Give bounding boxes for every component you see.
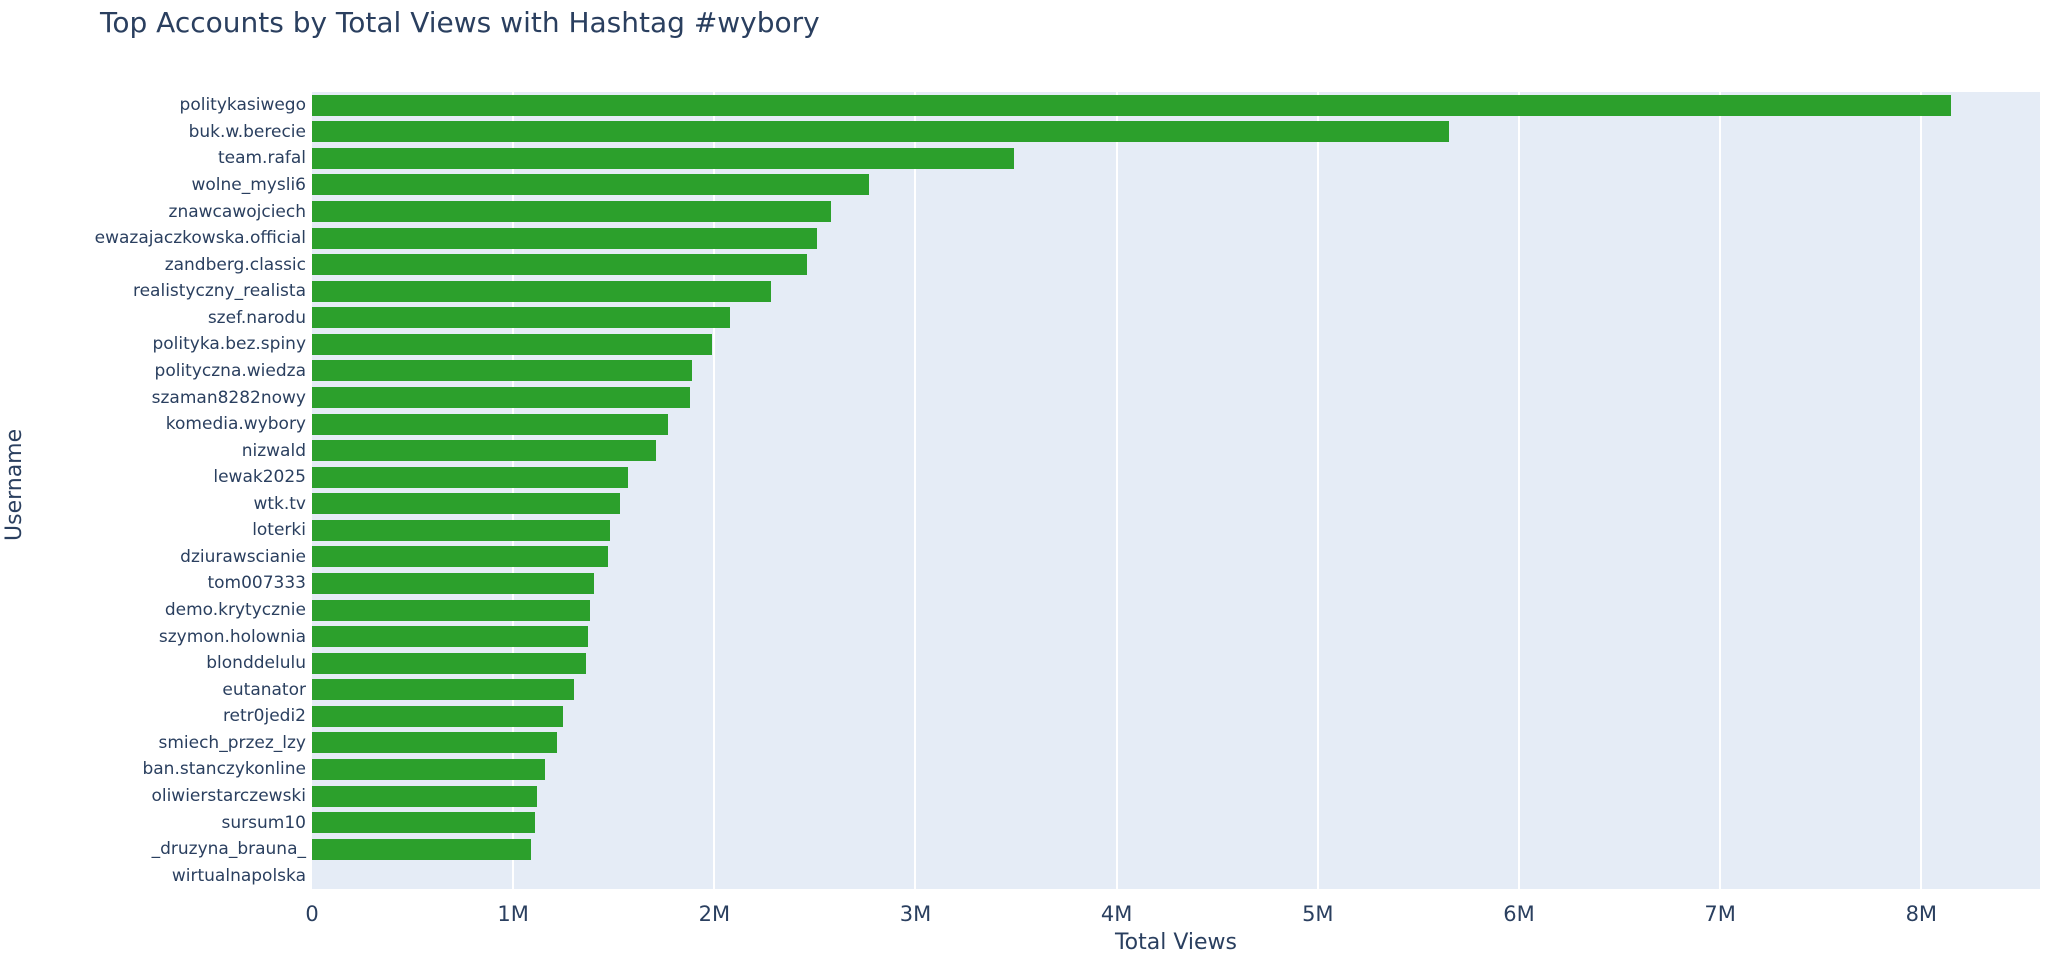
bar-ban.stanczykonline[interactable] bbox=[312, 758, 546, 780]
y-tick-label: lewak2025 bbox=[213, 467, 306, 488]
bar-oliwierstarczewski[interactable] bbox=[312, 785, 538, 807]
y-tick-label: szymon.holownia bbox=[158, 626, 306, 647]
gridline-6M bbox=[1517, 92, 1520, 889]
x-tick-label-2M: 2M bbox=[698, 902, 731, 926]
bar-politykasiwego[interactable] bbox=[312, 94, 1952, 116]
x-tick-label-6M: 6M bbox=[1503, 902, 1535, 926]
y-tick-label: zandberg.classic bbox=[164, 254, 306, 275]
x-tick-label-4M: 4M bbox=[1100, 902, 1133, 926]
x-tick-label-5M: 5M bbox=[1302, 902, 1334, 926]
y-tick-label: sursum10 bbox=[221, 812, 306, 833]
y-tick-label: polityka.bez.spiny bbox=[152, 334, 306, 355]
y-tick-label: eutanator bbox=[222, 679, 306, 700]
x-tick-label-1M: 1M bbox=[497, 902, 529, 926]
bar-lewak2025[interactable] bbox=[312, 466, 628, 488]
y-tick-label: nizwald bbox=[241, 440, 306, 461]
bar-dziurawscianie[interactable] bbox=[312, 546, 608, 568]
y-tick-label: ban.stanczykonline bbox=[142, 759, 306, 780]
y-tick-label: buk.w.berecie bbox=[188, 121, 306, 142]
y-tick-label: szaman8282nowy bbox=[151, 387, 306, 408]
x-axis-title: Total Views bbox=[1114, 930, 1238, 955]
x-tick-label-8M: 8M bbox=[1905, 902, 1938, 926]
x-tick-label-3M: 3M bbox=[899, 902, 932, 926]
bar-team.rafal[interactable] bbox=[312, 147, 1015, 169]
bar-szaman8282nowy[interactable] bbox=[312, 387, 691, 409]
y-tick-label: tom007333 bbox=[207, 573, 306, 594]
gridline-8M bbox=[1920, 92, 1923, 889]
bar-buk.w.berecie[interactable] bbox=[312, 121, 1449, 143]
bar-_druzyna_brauna_[interactable] bbox=[312, 838, 532, 860]
bar-loterki[interactable] bbox=[312, 519, 610, 541]
bar-szef.narodu[interactable] bbox=[312, 307, 731, 329]
bar-zandberg.classic[interactable] bbox=[312, 254, 807, 276]
bar-polityczna.wiedza[interactable] bbox=[312, 360, 693, 382]
y-tick-label: komedia.wybory bbox=[165, 414, 306, 435]
y-tick-label: dziurawscianie bbox=[180, 546, 306, 567]
y-tick-label: polityczna.wiedza bbox=[154, 360, 306, 381]
y-tick-label: oliwierstarczewski bbox=[151, 786, 306, 807]
x-tick-label-0: 0 bbox=[305, 902, 319, 926]
y-tick-label: team.rafal bbox=[217, 148, 306, 169]
gridline-5M bbox=[1316, 92, 1319, 889]
y-tick-label: retr0jedi2 bbox=[222, 706, 306, 727]
bar-ewazajaczkowska.official[interactable] bbox=[312, 227, 817, 249]
bar-demo.krytycznie[interactable] bbox=[312, 599, 590, 621]
y-tick-label: znawcawojciech bbox=[168, 201, 306, 222]
bar-wolne_mysli6[interactable] bbox=[312, 174, 870, 196]
bar-realistyczny_realista[interactable] bbox=[312, 280, 771, 302]
y-tick-label: szef.narodu bbox=[207, 307, 306, 328]
bar-znawcawojciech[interactable] bbox=[312, 201, 831, 223]
y-tick-label: ewazajaczkowska.official bbox=[94, 228, 306, 249]
chart-title: Top Accounts by Total Views with Hashtag… bbox=[100, 6, 820, 39]
plot-area[interactable] bbox=[312, 92, 2040, 889]
gridline-4M bbox=[1115, 92, 1118, 889]
bar-sursum10[interactable] bbox=[312, 812, 536, 834]
y-axis-title: Username bbox=[2, 428, 27, 541]
gridline-7M bbox=[1719, 92, 1722, 889]
gridline-1M bbox=[512, 92, 515, 889]
gridline-3M bbox=[914, 92, 917, 889]
bar-retr0jedi2[interactable] bbox=[312, 705, 564, 727]
bar-smiech_przez_lzy[interactable] bbox=[312, 732, 558, 754]
y-tick-label: blonddelulu bbox=[206, 653, 306, 674]
bar-eutanator[interactable] bbox=[312, 679, 574, 701]
bar-polityka.bez.spiny[interactable] bbox=[312, 333, 713, 355]
bar-szymon.holownia[interactable] bbox=[312, 626, 588, 648]
y-tick-label: smiech_przez_lzy bbox=[158, 732, 306, 753]
y-tick-label: wtk.tv bbox=[253, 493, 306, 514]
x-tick-label-7M: 7M bbox=[1704, 902, 1736, 926]
bar-wtk.tv[interactable] bbox=[312, 493, 620, 515]
bar-tom007333[interactable] bbox=[312, 572, 594, 594]
y-tick-label: realistyczny_realista bbox=[132, 281, 306, 302]
y-tick-label: _druzyna_brauna_ bbox=[151, 839, 306, 860]
y-tick-label: loterki bbox=[252, 520, 306, 541]
y-tick-label: demo.krytycznie bbox=[164, 600, 306, 621]
y-tick-label: politykasiwego bbox=[179, 95, 306, 116]
bar-nizwald[interactable] bbox=[312, 440, 656, 462]
bar-blonddelulu[interactable] bbox=[312, 652, 586, 674]
y-tick-label: wirtualnapolska bbox=[171, 865, 306, 886]
gridline-2M bbox=[713, 92, 716, 889]
y-tick-label: wolne_mysli6 bbox=[191, 174, 306, 195]
bar-komedia.wybory[interactable] bbox=[312, 413, 669, 435]
